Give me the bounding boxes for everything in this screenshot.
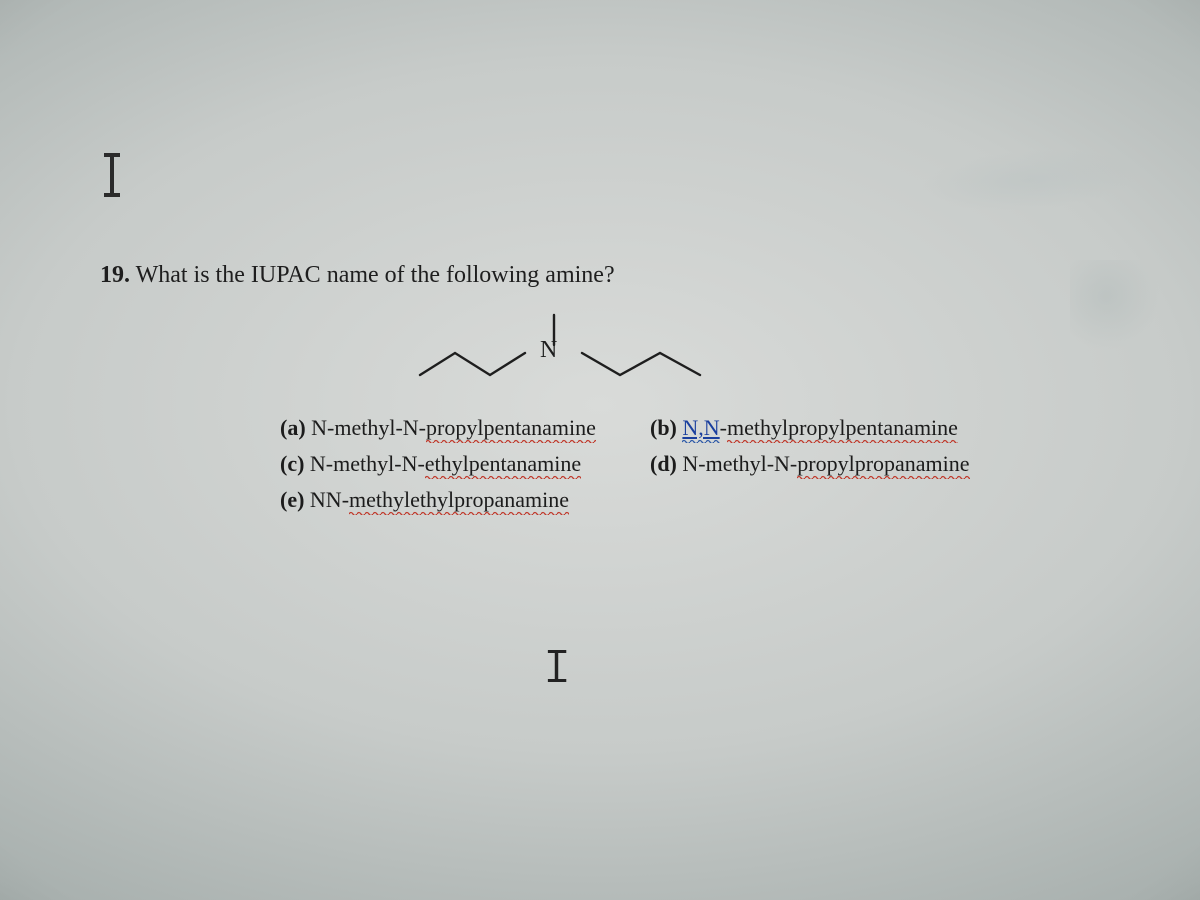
choice-a[interactable]: (a) N-methyl-N-propylpentanamine [280, 415, 650, 441]
choice-prefix: N-methyl-N- [311, 415, 426, 440]
spellcheck-squiggle: methylethylpropanamine [349, 487, 569, 513]
choice-prefix: NN- [310, 487, 349, 512]
question-number: 19. [100, 262, 130, 288]
choice-c[interactable]: (c) N-methyl-N-ethylpentanamine [280, 451, 650, 477]
choice-label: (d) [650, 451, 677, 476]
spellcheck-squiggle: methylpropylpentanamine [727, 415, 958, 441]
answer-row: (a) N-methyl-N-propylpentanamine (b) N,N… [280, 415, 1040, 441]
choice-label: (b) [650, 415, 677, 440]
answer-row: (c) N-methyl-N-ethylpentanamine (d) N-me… [280, 451, 1040, 477]
spellcheck-squiggle: ethylpentanamine [425, 451, 581, 477]
text-cursor-icon [554, 645, 560, 683]
text-caret-icon [110, 155, 114, 195]
question-body: What is the IUPAC name of the following … [136, 262, 615, 288]
choice-label: (e) [280, 487, 304, 512]
choice-prefix: N-methyl-N- [310, 451, 425, 476]
answer-choices: (a) N-methyl-N-propylpentanamine (b) N,N… [280, 415, 1040, 523]
screen-reflection [918, 142, 1142, 217]
nitrogen-label: N [540, 337, 557, 363]
choice-d[interactable]: (d) N-methyl-N-propylpropanamine [650, 451, 1020, 477]
hyperlink-text[interactable]: N,N [682, 415, 719, 441]
question-text: 19. What is the IUPAC name of the follow… [100, 262, 1100, 289]
question-block: 19. What is the IUPAC name of the follow… [100, 262, 1100, 289]
choice-prefix: N-methyl-N- [682, 451, 797, 476]
choice-label: (a) [280, 415, 306, 440]
amine-structure: N [410, 305, 740, 395]
choice-prefix: - [720, 415, 727, 440]
spellcheck-squiggle: propylpropanamine [797, 451, 969, 477]
choice-b[interactable]: (b) N,N-methylpropylpentanamine [650, 415, 1020, 441]
spellcheck-squiggle: propylpentanamine [426, 415, 596, 441]
choice-label: (c) [280, 451, 304, 476]
choice-e[interactable]: (e) NN-methylethylpropanamine [280, 487, 650, 513]
answer-row: (e) NN-methylethylpropanamine [280, 487, 1040, 513]
